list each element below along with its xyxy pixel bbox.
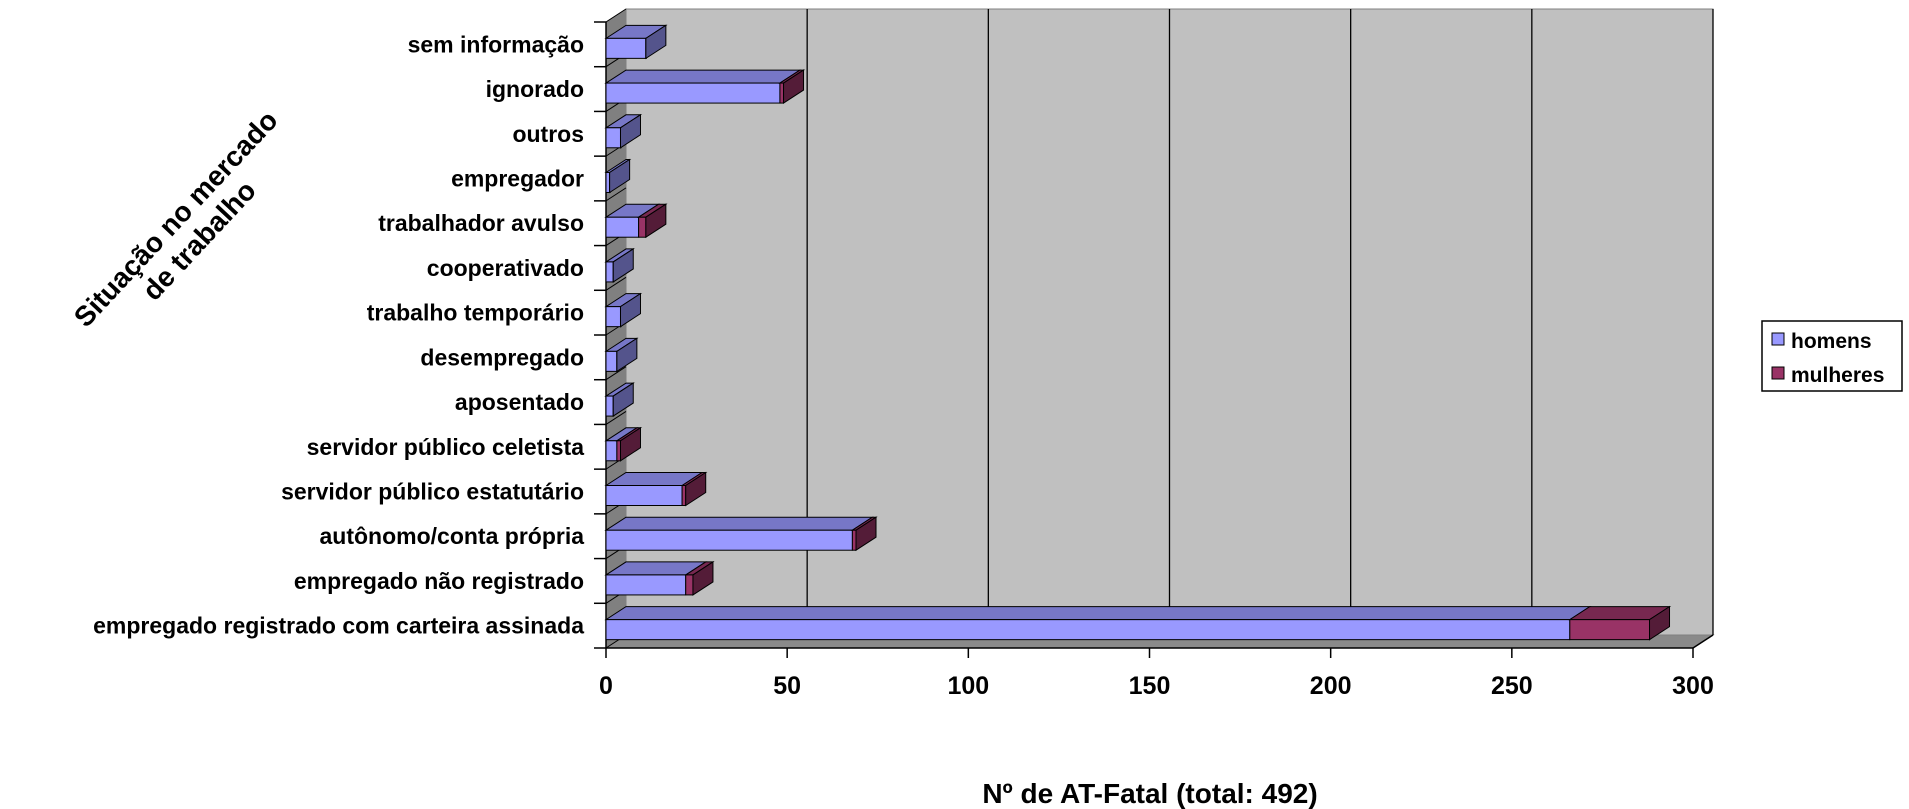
bar-homens [604, 606, 1592, 641]
bar-end-face [619, 113, 641, 149]
category-labels: empregado registrado com carteira assina… [93, 31, 584, 638]
category-label: empregador [451, 166, 584, 192]
x-tick-label: 50 [773, 672, 801, 700]
category-label: trabalhador avulso [378, 210, 584, 236]
bar-end-face [612, 382, 634, 417]
category-label: autônomo/conta própria [320, 523, 585, 549]
legend-swatch-mulheres [1771, 366, 1785, 380]
bar-homens [604, 516, 875, 551]
x-axis-title: Nº de AT-Fatal (total: 492) [982, 778, 1317, 809]
x-tick-label: 0 [599, 672, 613, 700]
bar-front-face [605, 574, 687, 596]
legend-label-mulheres: mulheres [1791, 364, 1884, 387]
bar-front-face [605, 485, 683, 506]
bar-end-face [685, 471, 707, 507]
bar-end-face [616, 337, 638, 373]
bar-top-face [604, 516, 875, 531]
category-label: servidor público estatutário [281, 479, 584, 505]
category-label: trabalho temporário [367, 300, 584, 326]
bar-homens [604, 69, 802, 104]
bar-end-face [692, 561, 714, 596]
x-tick-label: 100 [947, 672, 989, 700]
bar-homens [604, 561, 708, 596]
bar-front-face [779, 82, 785, 104]
category-label: desempregado [420, 344, 584, 370]
bar-front-face [605, 216, 640, 238]
bar-front-face [605, 172, 611, 193]
bar-front-face [681, 485, 687, 506]
x-tick-label: 250 [1491, 672, 1533, 700]
plot-walls [604, 8, 1715, 649]
category-label: ignorado [486, 76, 584, 102]
category-label: outros [512, 121, 584, 147]
bar-front-face [605, 395, 614, 417]
tick-labels: 0 50 100 150 200 250 300 [599, 672, 1714, 700]
y-axis-title-line1: Situação no mercado [68, 105, 284, 333]
bar-front-face [1569, 619, 1651, 641]
gridlines [806, 9, 1714, 635]
category-label: empregado não registrado [294, 568, 584, 594]
bar-homens [604, 114, 643, 149]
bar-end-face [645, 203, 667, 239]
bar-end-face [645, 24, 667, 60]
legend-swatch-homens [1771, 332, 1785, 346]
bar-end-face [619, 292, 641, 328]
bar-end-face [855, 516, 877, 552]
category-label: servidor público celetista [307, 434, 585, 460]
bar-end-face [612, 248, 634, 283]
bar-homens [604, 24, 668, 59]
y-depth-mark [605, 366, 627, 381]
legend-label-homens: homens [1791, 330, 1872, 353]
category-label: empregado registrado com carteira assina… [93, 613, 584, 639]
bar-front-face [605, 350, 618, 372]
category-label: sem informação [408, 31, 584, 57]
x-tick-label: 300 [1672, 672, 1714, 700]
legend: homens mulheres [1761, 320, 1903, 392]
x-tick-label: 200 [1310, 672, 1352, 700]
bar-front-face [638, 216, 647, 238]
bar-front-face [605, 261, 614, 283]
x-axis-depth-line [1692, 634, 1714, 649]
bar-end-face [619, 426, 641, 462]
category-label: aposentado [455, 389, 584, 415]
bar-end-face [1649, 605, 1671, 641]
bar-top-face [604, 606, 1592, 621]
legend-box [1761, 320, 1903, 392]
y-depth-mark [605, 411, 627, 425]
bar-front-face [605, 529, 853, 551]
bar-front-face [685, 574, 694, 596]
y-axis-title: Situação no mercado de trabalho [68, 105, 284, 333]
x-tick-label: 150 [1129, 672, 1171, 700]
bar-top-face [604, 69, 802, 84]
bar-front-face [605, 619, 1571, 641]
bar-front-face [605, 37, 647, 59]
bar-mulheres [1568, 606, 1672, 641]
bar-front-face [605, 127, 621, 149]
bar-front-face [851, 529, 857, 551]
y-depth-mark [605, 276, 627, 291]
category-label: cooperativado [427, 255, 584, 281]
bars [604, 24, 1672, 641]
y-depth-mark [605, 8, 627, 23]
bar-front-face [605, 82, 781, 104]
bar-end-face [609, 158, 631, 194]
y-depth-mark [605, 187, 627, 202]
bar-front-face [605, 440, 618, 462]
bar-front-face [616, 440, 621, 462]
bar-end-face [783, 69, 805, 104]
bar-front-face [605, 306, 621, 328]
